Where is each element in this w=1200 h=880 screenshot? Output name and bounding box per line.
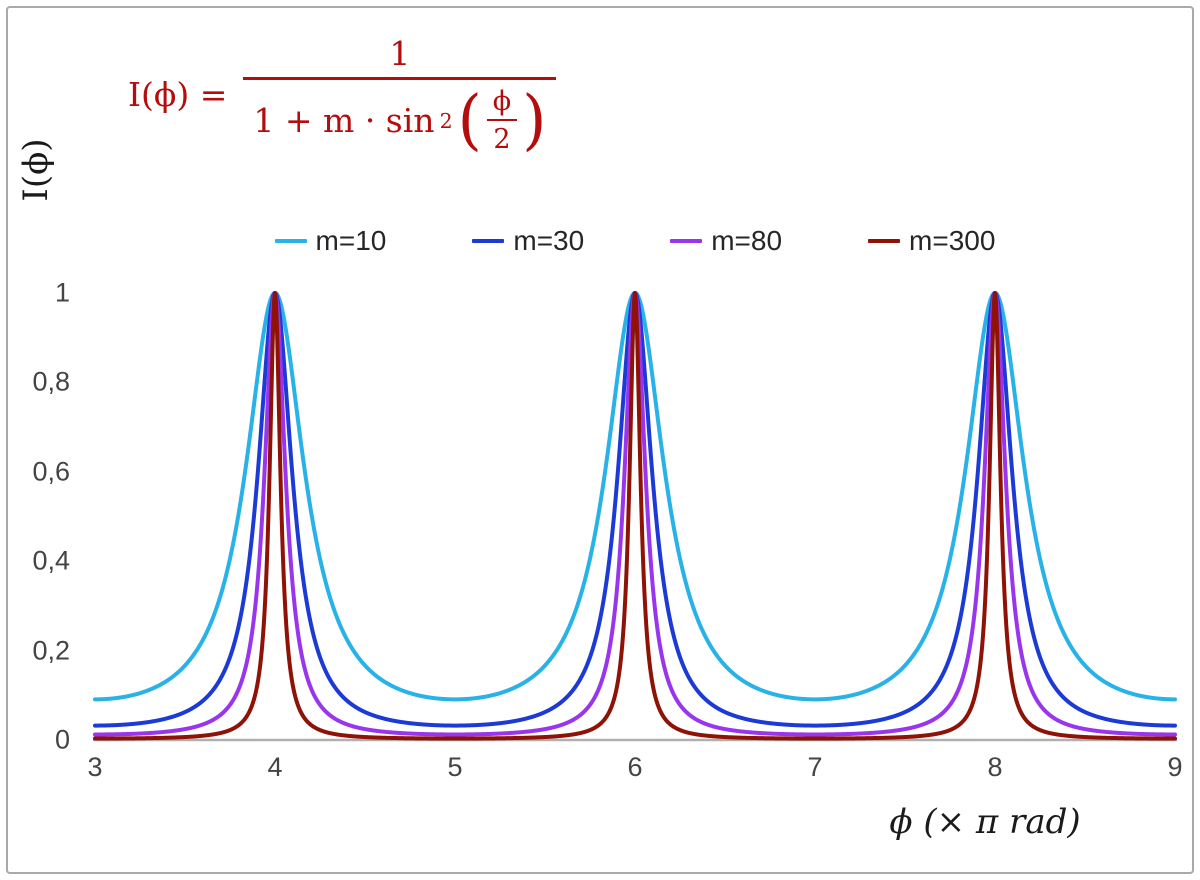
formula-inner-fraction: ϕ 2 <box>487 86 517 155</box>
legend-item-m=30: m=30 <box>472 225 584 257</box>
x-tick-label: 7 <box>807 752 823 782</box>
legend-item-m=300: m=300 <box>868 225 995 257</box>
y-tick-label: 0,4 <box>32 545 70 576</box>
legend: m=10 m=30 m=80 m=300 <box>95 222 1175 260</box>
curve-m=80 <box>93 291 1177 737</box>
legend-swatch <box>274 239 307 243</box>
y-tick-label: 0 <box>54 724 70 755</box>
formula-annotation: I(ϕ) = 1 1 + m · sin 2 ( ϕ 2 ) <box>128 34 557 158</box>
x-tick-label: 4 <box>267 752 283 782</box>
legend-item-m=80: m=80 <box>670 225 782 257</box>
y-tick-label: 0,2 <box>32 635 70 666</box>
x-tick-label: 9 <box>1167 752 1183 782</box>
y-axis-title: I(ϕ) <box>16 138 56 202</box>
legend-item-m=10: m=10 <box>274 225 387 257</box>
legend-swatch <box>868 239 901 243</box>
y-tick-label: 0,6 <box>32 456 70 487</box>
formula-inner-denominator: 2 <box>487 119 517 155</box>
curve-m=30 <box>93 291 1177 728</box>
formula-lhs: I(ϕ) = <box>128 75 228 114</box>
legend-label: m=300 <box>909 225 996 256</box>
formula-inner-numerator: ϕ <box>492 86 512 117</box>
open-paren: ( <box>457 81 482 158</box>
legend-label: m=30 <box>513 225 585 256</box>
x-tick-label: 3 <box>87 752 103 782</box>
x-axis-title: ϕ (× π rad) <box>889 802 1081 842</box>
curve-m=300 <box>93 291 1177 741</box>
legend-label: m=80 <box>711 225 783 256</box>
legend-swatch <box>472 239 505 243</box>
legend-label: m=10 <box>315 225 387 256</box>
y-tick-label: 0,8 <box>32 366 70 397</box>
x-tick-label: 8 <box>987 752 1003 782</box>
formula-numerator: 1 <box>389 34 411 73</box>
close-paren: ) <box>522 81 547 158</box>
formula-fraction: 1 1 + m · sin 2 ( ϕ 2 ) <box>243 34 557 158</box>
y-tick-label: 1 <box>54 277 70 308</box>
x-tick-label: 6 <box>627 752 643 782</box>
x-tick-label: 5 <box>447 752 463 782</box>
formula-denominator: 1 + m · sin 2 ( ϕ 2 ) <box>243 77 557 158</box>
formula-denom-prefix: 1 + m · sin <box>253 101 435 140</box>
legend-swatch <box>670 239 703 243</box>
